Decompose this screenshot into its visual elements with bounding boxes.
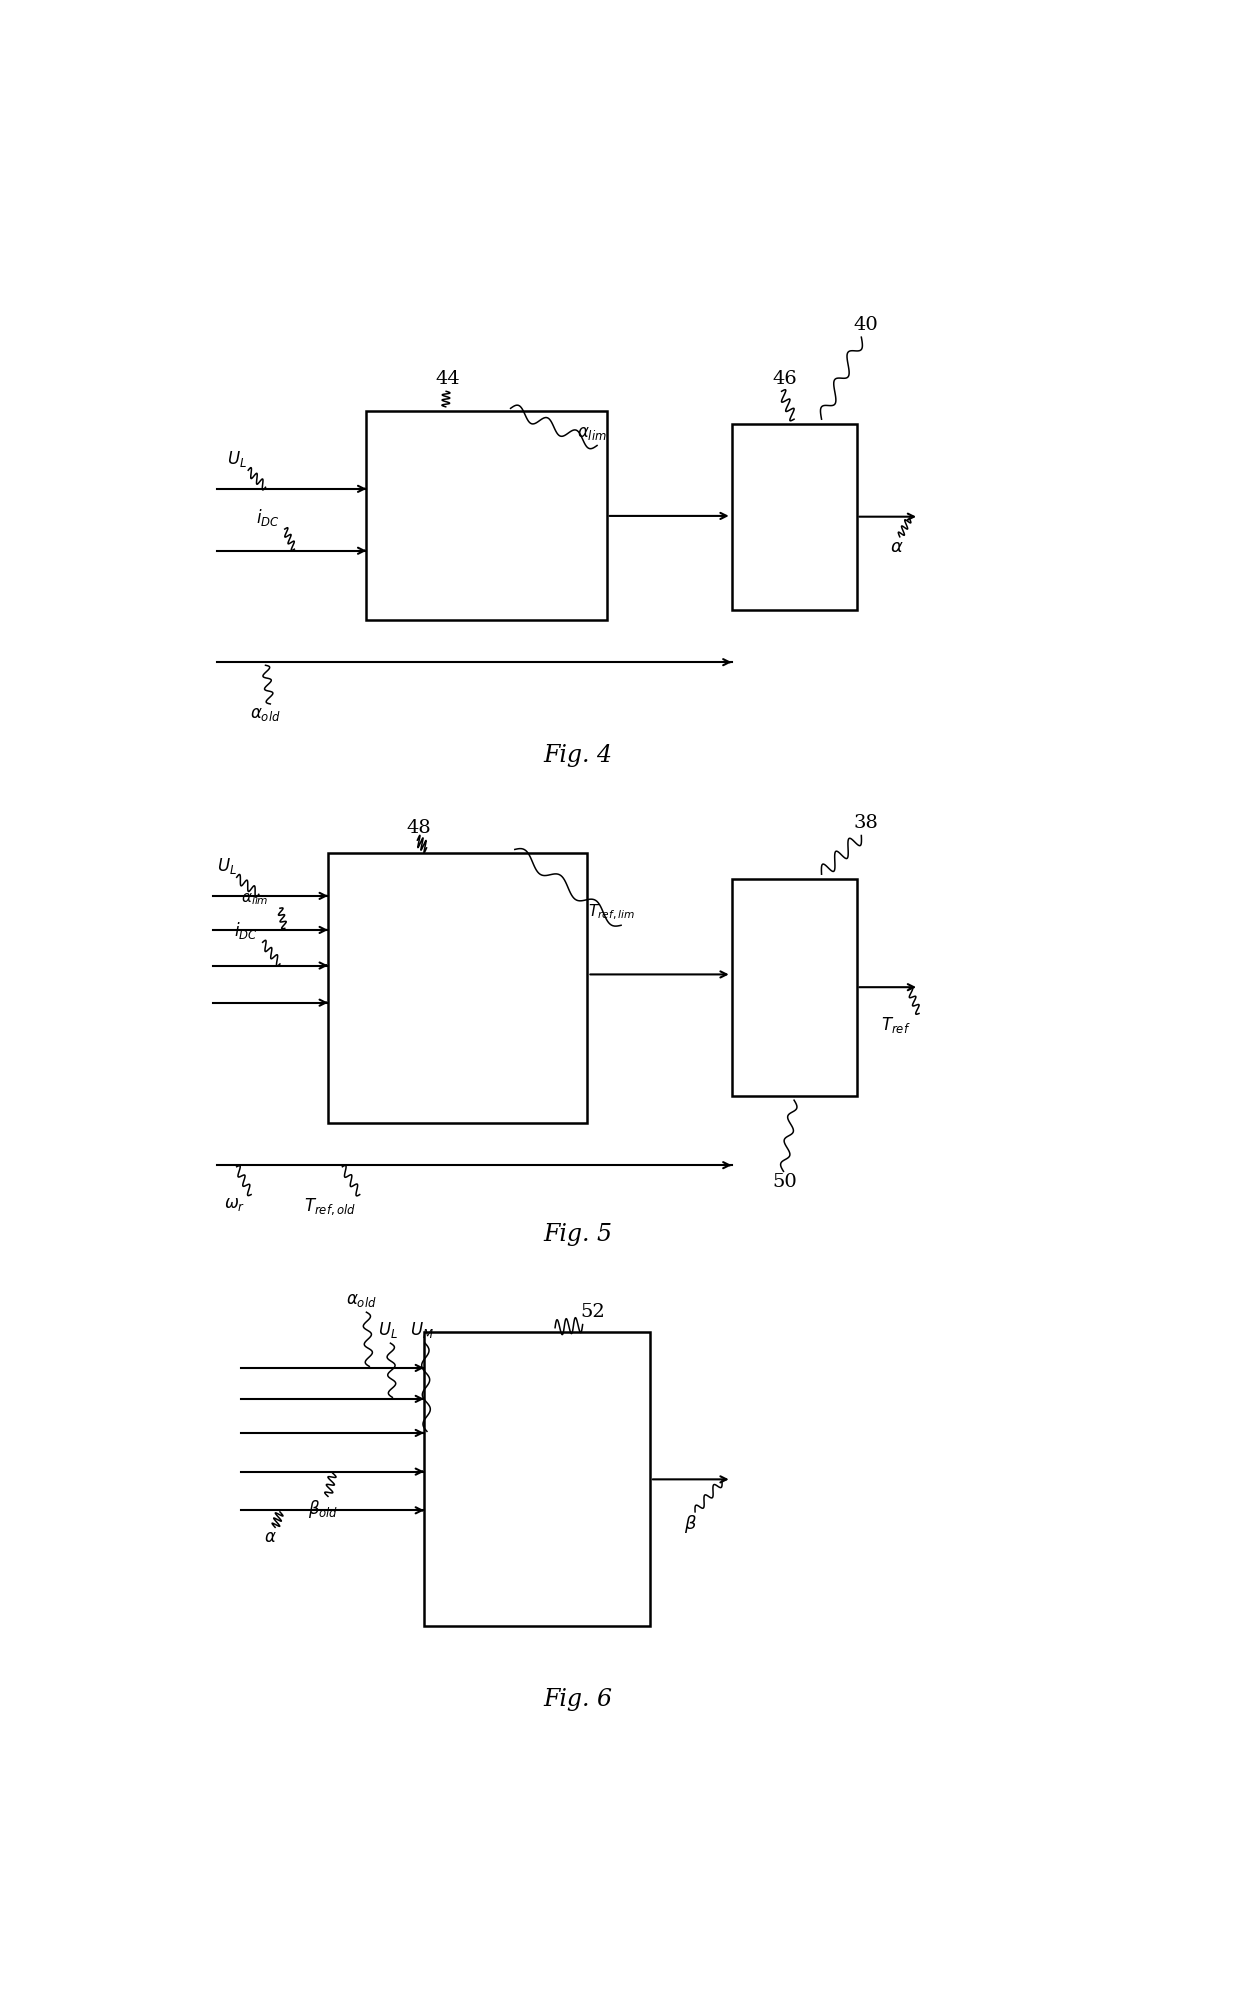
Text: $\alpha$: $\alpha$ — [890, 539, 904, 557]
Text: $U_L$: $U_L$ — [227, 448, 247, 468]
Text: $U_L$: $U_L$ — [217, 856, 237, 876]
Text: $U_L$: $U_L$ — [378, 1321, 398, 1341]
Text: $\beta$: $\beta$ — [683, 1514, 697, 1536]
Text: 48: 48 — [407, 818, 432, 836]
Text: $i_{DC}$: $i_{DC}$ — [255, 507, 279, 527]
Text: $T_{ref,lim}$: $T_{ref,lim}$ — [588, 902, 635, 923]
Bar — [327, 852, 588, 1124]
Text: 44: 44 — [435, 370, 460, 388]
Text: $T_{ref}$: $T_{ref}$ — [880, 1015, 910, 1035]
Text: 40: 40 — [854, 316, 878, 334]
Text: $U_M$: $U_M$ — [410, 1321, 434, 1341]
Text: $\alpha_{old}$: $\alpha_{old}$ — [346, 1292, 377, 1309]
Text: $\beta_{old}$: $\beta_{old}$ — [308, 1497, 339, 1520]
Text: Fig. 5: Fig. 5 — [543, 1224, 613, 1246]
Bar — [732, 878, 857, 1095]
Text: $\alpha$: $\alpha$ — [264, 1530, 277, 1546]
Text: $T_{ref,old}$: $T_{ref,old}$ — [304, 1196, 356, 1216]
Text: 52: 52 — [580, 1304, 605, 1321]
Text: 46: 46 — [773, 370, 797, 388]
Text: $\alpha_{lim}$: $\alpha_{lim}$ — [578, 426, 608, 442]
Text: 38: 38 — [853, 814, 879, 832]
Text: Fig. 6: Fig. 6 — [543, 1688, 613, 1711]
Text: $\alpha_{old}$: $\alpha_{old}$ — [250, 706, 281, 722]
Text: $\omega_r$: $\omega_r$ — [224, 1196, 246, 1214]
Bar — [732, 424, 857, 609]
Text: $\alpha_{lim}$: $\alpha_{lim}$ — [242, 890, 269, 907]
Bar — [367, 412, 606, 621]
Text: Fig. 4: Fig. 4 — [543, 744, 613, 766]
Text: $i_{DC}$: $i_{DC}$ — [234, 921, 258, 941]
Text: 50: 50 — [773, 1174, 797, 1190]
Bar — [424, 1333, 650, 1626]
